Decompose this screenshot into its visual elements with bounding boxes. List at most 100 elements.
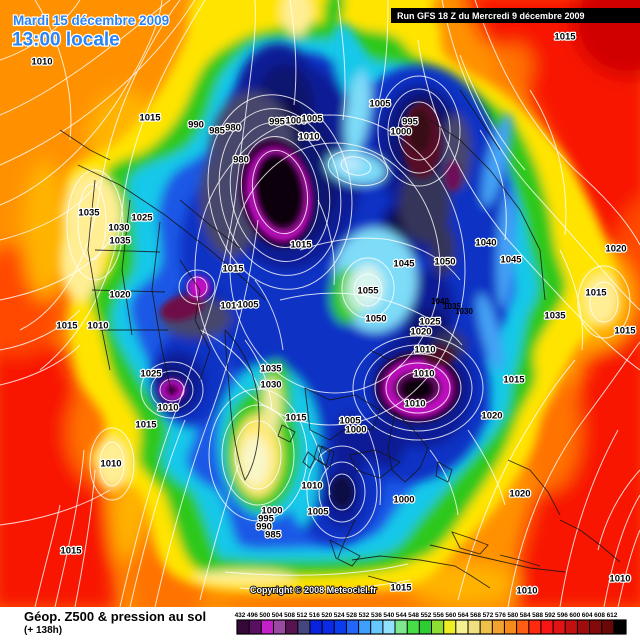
svg-text:1015: 1015 [222, 264, 244, 275]
svg-text:1005: 1005 [307, 507, 329, 518]
svg-text:1015: 1015 [554, 32, 576, 43]
svg-text:985: 985 [265, 530, 282, 541]
svg-text:580: 580 [507, 612, 518, 619]
svg-text:1010: 1010 [413, 369, 434, 380]
svg-text:1035: 1035 [109, 236, 131, 247]
svg-text:1010: 1010 [31, 57, 52, 68]
svg-text:1045: 1045 [500, 255, 522, 266]
svg-text:1010: 1010 [609, 574, 630, 585]
svg-text:568: 568 [470, 612, 481, 619]
svg-text:990: 990 [256, 522, 272, 533]
svg-text:1050: 1050 [434, 257, 455, 268]
svg-text:520: 520 [321, 612, 332, 619]
svg-text:556: 556 [433, 612, 444, 619]
svg-text:1035: 1035 [78, 208, 100, 219]
svg-text:500: 500 [259, 612, 270, 619]
svg-text:980: 980 [225, 123, 241, 134]
svg-text:532: 532 [359, 612, 370, 619]
svg-text:1010: 1010 [414, 345, 435, 356]
svg-text:1040: 1040 [475, 238, 496, 249]
svg-text:592: 592 [545, 612, 556, 619]
svg-text:1035: 1035 [260, 364, 282, 375]
svg-text:1015: 1015 [135, 420, 157, 431]
svg-text:1000: 1000 [345, 425, 366, 436]
svg-text:552: 552 [421, 612, 432, 619]
svg-text:524: 524 [334, 612, 345, 619]
svg-text:1015: 1015 [503, 375, 525, 386]
svg-text:1010: 1010 [87, 321, 108, 332]
svg-text:508: 508 [284, 612, 295, 619]
svg-text:576: 576 [495, 612, 506, 619]
svg-text:1050: 1050 [365, 314, 386, 325]
svg-text:536: 536 [371, 612, 382, 619]
svg-text:540: 540 [383, 612, 394, 619]
svg-text:Géop. Z500 & pression au sol: Géop. Z500 & pression au sol [24, 609, 206, 624]
svg-text:1000: 1000 [390, 127, 411, 138]
svg-text:584: 584 [520, 612, 531, 619]
svg-text:1000: 1000 [285, 116, 306, 127]
svg-text:1030: 1030 [455, 307, 473, 316]
svg-text:1015: 1015 [139, 113, 161, 124]
svg-text:1005: 1005 [339, 416, 361, 427]
svg-text:1025: 1025 [140, 369, 162, 380]
svg-text:1005: 1005 [369, 99, 391, 110]
svg-text:564: 564 [458, 612, 469, 619]
svg-text:1015: 1015 [290, 240, 312, 251]
svg-text:1010: 1010 [516, 586, 537, 597]
svg-text:1000: 1000 [261, 506, 282, 517]
svg-text:1020: 1020 [605, 244, 626, 255]
svg-text:1015: 1015 [585, 288, 607, 299]
svg-text:1040: 1040 [431, 297, 449, 306]
svg-text:1015: 1015 [285, 413, 307, 424]
svg-text:432: 432 [235, 612, 246, 619]
svg-text:1010: 1010 [298, 132, 319, 143]
svg-text:496: 496 [247, 612, 258, 619]
svg-text:1035: 1035 [443, 302, 461, 311]
svg-text:516: 516 [309, 612, 320, 619]
svg-text:560: 560 [445, 612, 456, 619]
svg-text:528: 528 [346, 612, 357, 619]
svg-text:612: 612 [607, 612, 618, 619]
svg-text:1030: 1030 [108, 223, 129, 234]
svg-text:1030: 1030 [260, 380, 281, 391]
svg-text:608: 608 [594, 612, 605, 619]
svg-text:13:00 locale: 13:00 locale [12, 30, 120, 51]
svg-text:1020: 1020 [481, 411, 502, 422]
svg-text:1010: 1010 [404, 399, 425, 410]
svg-text:1010: 1010 [301, 481, 322, 492]
svg-text:1005: 1005 [237, 300, 259, 311]
svg-text:990: 990 [188, 120, 204, 131]
svg-text:512: 512 [297, 612, 308, 619]
svg-text:544: 544 [396, 612, 407, 619]
svg-text:Mardi 15 décembre 2009: Mardi 15 décembre 2009 [13, 13, 169, 28]
svg-text:604: 604 [582, 612, 593, 619]
svg-text:1015: 1015 [614, 326, 636, 337]
svg-text:1010: 1010 [100, 459, 121, 470]
svg-text:995: 995 [258, 514, 275, 525]
svg-text:548: 548 [408, 612, 419, 619]
svg-text:596: 596 [557, 612, 568, 619]
svg-text:(+ 138h): (+ 138h) [24, 625, 62, 636]
svg-text:572: 572 [483, 612, 494, 619]
svg-text:980: 980 [233, 155, 249, 166]
svg-text:995: 995 [269, 117, 286, 128]
svg-text:1025: 1025 [131, 213, 153, 224]
svg-text:Copyright © 2008 Meteociel.fr: Copyright © 2008 Meteociel.fr [250, 585, 377, 595]
svg-text:504: 504 [272, 612, 283, 619]
svg-text:1020: 1020 [109, 290, 130, 301]
svg-text:1015: 1015 [60, 546, 82, 557]
svg-text:1015: 1015 [390, 583, 412, 594]
svg-text:1020: 1020 [509, 489, 530, 500]
svg-text:588: 588 [532, 612, 543, 619]
svg-text:1010: 1010 [157, 403, 178, 414]
svg-text:1015: 1015 [56, 321, 78, 332]
svg-text:995: 995 [402, 117, 419, 128]
svg-text:Run GFS 18 Z du Mercredi 9 déc: Run GFS 18 Z du Mercredi 9 décembre 2009 [397, 11, 585, 21]
svg-text:1055: 1055 [357, 286, 379, 297]
svg-text:1000: 1000 [393, 495, 414, 506]
svg-text:1010: 1010 [220, 301, 241, 312]
svg-text:600: 600 [569, 612, 580, 619]
svg-text:1045: 1045 [393, 259, 415, 270]
svg-text:985: 985 [209, 126, 226, 137]
svg-text:1035: 1035 [544, 311, 566, 322]
